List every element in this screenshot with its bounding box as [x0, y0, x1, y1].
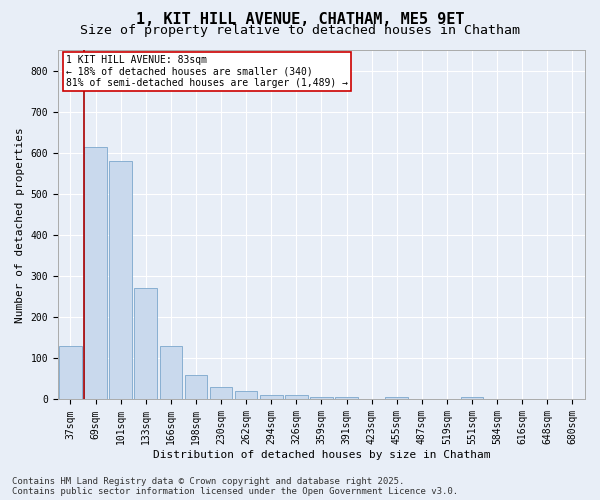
Text: 1, KIT HILL AVENUE, CHATHAM, ME5 9ET: 1, KIT HILL AVENUE, CHATHAM, ME5 9ET	[136, 12, 464, 28]
Bar	[185, 375, 207, 400]
Bar	[260, 394, 283, 400]
Text: Size of property relative to detached houses in Chatham: Size of property relative to detached ho…	[80, 24, 520, 37]
Bar	[59, 346, 82, 400]
X-axis label: Distribution of detached houses by size in Chatham: Distribution of detached houses by size …	[153, 450, 490, 460]
Bar	[235, 391, 257, 400]
Bar	[84, 146, 107, 400]
Text: 1 KIT HILL AVENUE: 83sqm
← 18% of detached houses are smaller (340)
81% of semi-: 1 KIT HILL AVENUE: 83sqm ← 18% of detach…	[66, 55, 348, 88]
Bar	[335, 398, 358, 400]
Bar	[285, 394, 308, 400]
Bar	[385, 398, 408, 400]
Text: Contains HM Land Registry data © Crown copyright and database right 2025.
Contai: Contains HM Land Registry data © Crown c…	[12, 476, 458, 496]
Bar	[160, 346, 182, 400]
Bar	[109, 161, 132, 400]
Bar	[461, 398, 484, 400]
Bar	[134, 288, 157, 400]
Bar	[310, 398, 333, 400]
Bar	[210, 387, 232, 400]
Y-axis label: Number of detached properties: Number of detached properties	[15, 127, 25, 322]
